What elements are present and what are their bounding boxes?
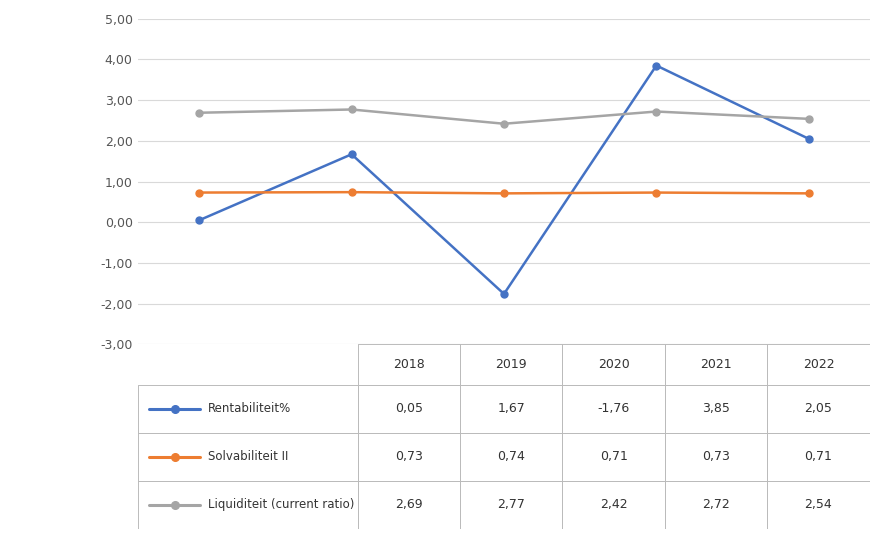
Text: 2,77: 2,77	[498, 498, 525, 511]
Text: 0,73: 0,73	[395, 450, 423, 464]
Text: 2,72: 2,72	[702, 498, 730, 511]
Text: 0,05: 0,05	[395, 403, 423, 415]
Text: Rentabiliteit%: Rentabiliteit%	[208, 403, 291, 415]
Text: 2018: 2018	[393, 358, 425, 371]
Text: 2,05: 2,05	[805, 403, 832, 415]
Text: Solvabiliteit II: Solvabiliteit II	[208, 450, 288, 464]
Text: 3,85: 3,85	[702, 403, 730, 415]
Text: 2019: 2019	[495, 358, 527, 371]
Text: Liquiditeit (current ratio): Liquiditeit (current ratio)	[208, 498, 354, 511]
Text: 2022: 2022	[803, 358, 834, 371]
Text: 2,54: 2,54	[805, 498, 832, 511]
Text: 0,71: 0,71	[599, 450, 628, 464]
Text: 2021: 2021	[700, 358, 732, 371]
Text: 1,67: 1,67	[498, 403, 525, 415]
Text: 0,74: 0,74	[498, 450, 525, 464]
Text: 2,69: 2,69	[395, 498, 423, 511]
Text: 0,71: 0,71	[805, 450, 832, 464]
Text: -1,76: -1,76	[598, 403, 630, 415]
Text: 2020: 2020	[598, 358, 630, 371]
Text: 2,42: 2,42	[600, 498, 627, 511]
Text: 0,73: 0,73	[702, 450, 730, 464]
